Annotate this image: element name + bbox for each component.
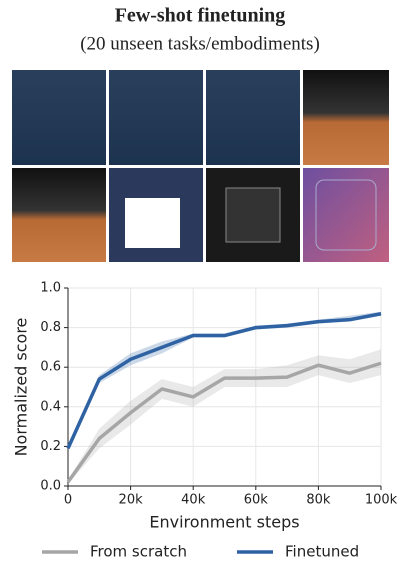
- task-image: [303, 70, 389, 165]
- task-image: [12, 70, 106, 165]
- y-tick-label: 0.6: [40, 360, 61, 375]
- y-tick-label: 0.4: [40, 399, 61, 414]
- y-tick-label: 0.0: [40, 479, 61, 494]
- confidence-band: [68, 349, 381, 485]
- frame: [315, 179, 377, 251]
- line: [66, 312, 382, 450]
- line: [66, 361, 382, 484]
- x-tick-label: 40k: [181, 493, 206, 508]
- legend-label: From scratch: [90, 543, 187, 561]
- legend-label: Finetuned: [285, 543, 359, 561]
- chart-title: Few-shot finetuning: [115, 5, 286, 27]
- x-tick-label: 20k: [119, 493, 144, 508]
- y-tick-label: 0.8: [40, 320, 61, 335]
- arena: [225, 187, 281, 243]
- task-image: [12, 168, 106, 262]
- chart-subtitle: (20 unseen tasks/embodiments): [80, 33, 320, 54]
- task-image: [206, 70, 300, 165]
- task-images: [12, 70, 389, 262]
- y-tick-label: 1.0: [40, 281, 61, 296]
- x-tick-label: 100k: [365, 493, 398, 508]
- x-tick-label: 60k: [244, 493, 269, 508]
- maze-wall: [125, 198, 180, 248]
- task-image: [109, 70, 203, 165]
- y-axis-label: Normalized score: [12, 318, 31, 457]
- x-tick-label: 0: [64, 493, 72, 508]
- x-axis-label: Environment steps: [149, 513, 299, 532]
- x-tick-label: 80k: [306, 493, 331, 508]
- y-tick-label: 0.2: [40, 439, 61, 454]
